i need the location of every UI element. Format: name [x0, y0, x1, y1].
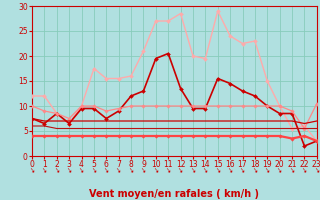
Text: ↘: ↘ [264, 167, 271, 174]
Text: ↘: ↘ [227, 167, 234, 174]
Text: ↘: ↘ [103, 167, 110, 174]
Text: ↘: ↘ [128, 167, 134, 174]
Text: ↘: ↘ [78, 167, 85, 174]
Text: ↘: ↘ [165, 167, 172, 174]
Text: ↘: ↘ [252, 167, 258, 174]
Text: ↘: ↘ [313, 167, 320, 174]
Text: ↘: ↘ [202, 167, 209, 174]
Text: ↘: ↘ [276, 167, 283, 174]
Text: ↘: ↘ [189, 167, 196, 174]
Text: ↘: ↘ [115, 167, 122, 174]
Text: ↘: ↘ [53, 167, 60, 174]
Text: ↘: ↘ [239, 167, 246, 174]
Text: ↘: ↘ [289, 167, 295, 174]
Text: ↘: ↘ [214, 167, 221, 174]
Text: ↘: ↘ [152, 167, 159, 174]
Text: ↘: ↘ [28, 167, 36, 174]
Text: ↘: ↘ [301, 167, 308, 174]
X-axis label: Vent moyen/en rafales ( km/h ): Vent moyen/en rafales ( km/h ) [89, 189, 260, 199]
Text: ↘: ↘ [41, 167, 48, 174]
Text: ↘: ↘ [177, 167, 184, 174]
Text: ↘: ↘ [66, 167, 73, 174]
Text: ↘: ↘ [91, 167, 97, 174]
Text: ↘: ↘ [140, 167, 147, 174]
